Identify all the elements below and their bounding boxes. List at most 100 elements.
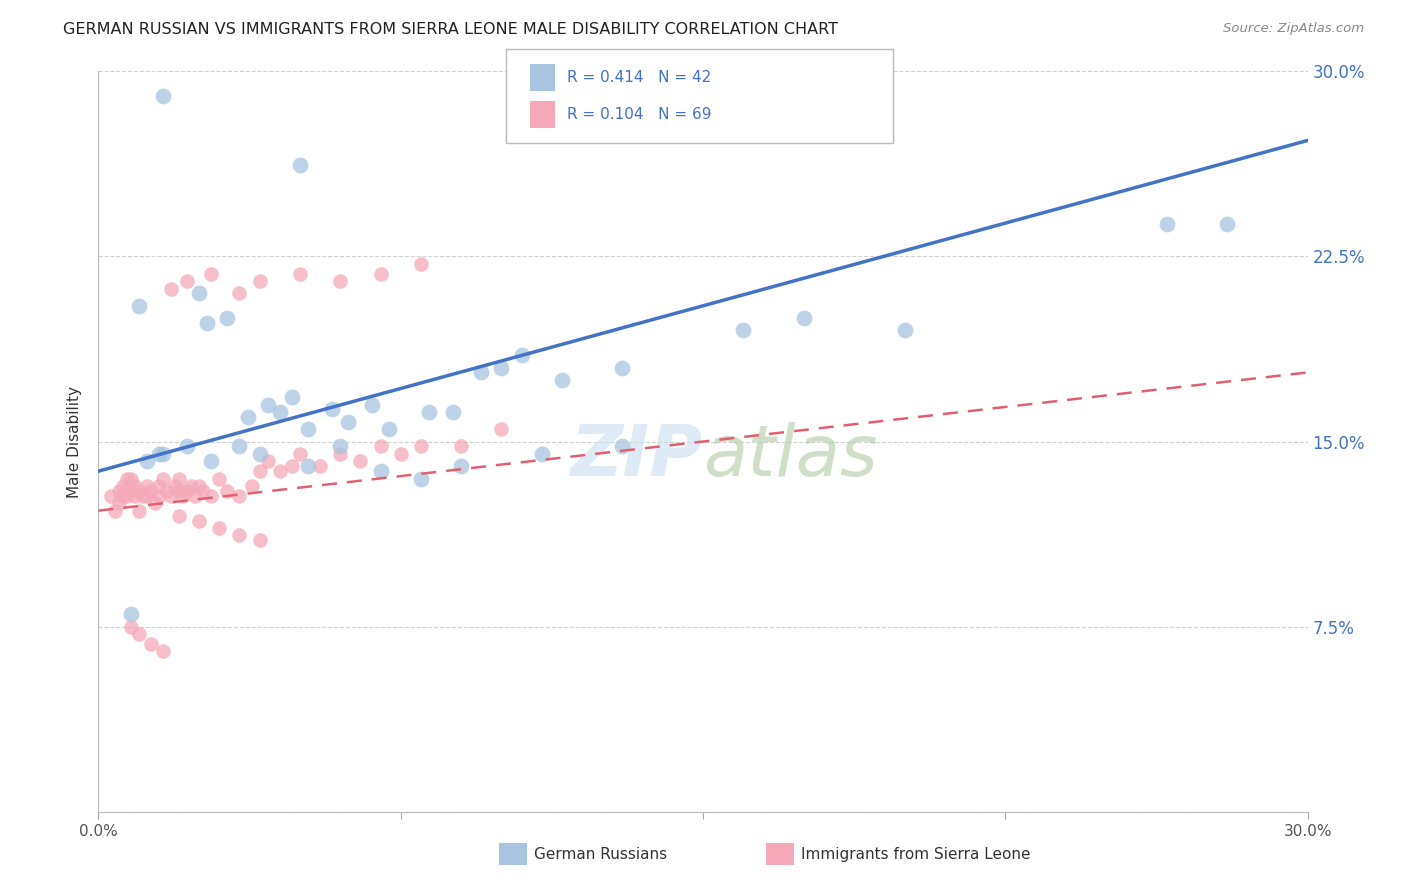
Point — [329, 447, 352, 461]
Point — [249, 274, 271, 288]
Point — [228, 286, 250, 301]
Text: GERMAN RUSSIAN VS IMMIGRANTS FROM SIERRA LEONE MALE DISABILITY CORRELATION CHART: GERMAN RUSSIAN VS IMMIGRANTS FROM SIERRA… — [63, 22, 838, 37]
Point — [172, 489, 194, 503]
Point — [148, 489, 170, 503]
Point — [167, 483, 190, 498]
Text: ZIP: ZIP — [571, 422, 703, 491]
Point — [120, 619, 142, 633]
Point — [193, 483, 215, 498]
Point — [297, 459, 319, 474]
Point — [370, 464, 392, 478]
Point — [450, 459, 472, 474]
Point — [167, 508, 190, 523]
Point — [184, 489, 207, 503]
Point — [148, 447, 170, 461]
Point — [370, 440, 392, 454]
Point — [128, 299, 150, 313]
Point — [135, 454, 157, 468]
Point — [450, 440, 472, 454]
Point — [297, 422, 319, 436]
Point — [240, 479, 263, 493]
Point — [217, 311, 239, 326]
Point — [269, 464, 291, 478]
Point — [288, 447, 311, 461]
Point — [249, 464, 271, 478]
Point — [249, 533, 271, 548]
Point — [111, 479, 134, 493]
Point — [100, 489, 122, 503]
Point — [200, 489, 222, 503]
Point — [612, 440, 634, 454]
Point — [329, 274, 352, 288]
Point — [128, 627, 150, 641]
Point — [309, 459, 332, 474]
Point — [337, 415, 360, 429]
Point — [269, 405, 291, 419]
Text: Immigrants from Sierra Leone: Immigrants from Sierra Leone — [801, 847, 1031, 862]
Text: Source: ZipAtlas.com: Source: ZipAtlas.com — [1223, 22, 1364, 36]
Point — [152, 471, 174, 485]
Point — [409, 471, 432, 485]
Point — [188, 514, 211, 528]
Point — [139, 637, 162, 651]
Point — [160, 281, 183, 295]
Point — [370, 267, 392, 281]
Text: R = 0.414   N = 42: R = 0.414 N = 42 — [567, 70, 711, 85]
Point — [377, 422, 399, 436]
Point — [188, 286, 211, 301]
Point — [156, 483, 179, 498]
Point — [228, 489, 250, 503]
Point — [103, 503, 125, 517]
Point — [208, 521, 231, 535]
Point — [180, 479, 202, 493]
Point — [115, 489, 138, 503]
Point — [128, 483, 150, 498]
Point — [217, 483, 239, 498]
Point — [228, 528, 250, 542]
Point — [349, 454, 371, 468]
Point — [321, 402, 343, 417]
Point — [733, 324, 755, 338]
Point — [418, 405, 440, 419]
Point — [135, 489, 157, 503]
Point — [176, 483, 198, 498]
Text: German Russians: German Russians — [534, 847, 668, 862]
Point — [409, 257, 432, 271]
Point — [148, 479, 170, 493]
Point — [143, 496, 166, 510]
Point — [135, 479, 157, 493]
Point — [551, 373, 574, 387]
Point — [107, 483, 129, 498]
Point — [200, 267, 222, 281]
Y-axis label: Male Disability: Male Disability — [67, 385, 83, 498]
Point — [152, 447, 174, 461]
Point — [120, 471, 142, 485]
Text: atlas: atlas — [703, 422, 877, 491]
Point — [288, 267, 311, 281]
Point — [176, 274, 198, 288]
Point — [256, 454, 278, 468]
Point — [152, 644, 174, 658]
Point — [120, 483, 142, 498]
Point — [195, 316, 218, 330]
Point — [281, 390, 304, 404]
Point — [389, 447, 412, 461]
Point — [236, 409, 259, 424]
Point — [111, 489, 134, 503]
Point — [163, 479, 186, 493]
Point — [120, 607, 142, 622]
Point — [441, 405, 464, 419]
Point — [281, 459, 304, 474]
Point — [107, 496, 129, 510]
Point — [115, 471, 138, 485]
Point — [152, 89, 174, 103]
Point — [188, 479, 211, 493]
Point — [124, 479, 146, 493]
Point — [361, 398, 384, 412]
Point — [409, 440, 432, 454]
Point — [510, 348, 533, 362]
Point — [329, 440, 352, 454]
Text: R = 0.104   N = 69: R = 0.104 N = 69 — [567, 107, 711, 122]
Point — [470, 366, 492, 380]
Point — [491, 422, 513, 436]
